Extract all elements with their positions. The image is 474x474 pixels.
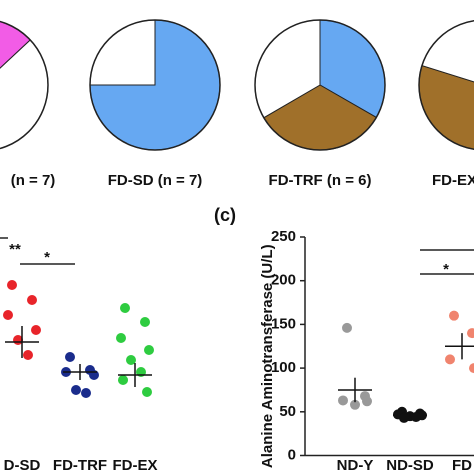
y-axis-label: Alanine Aminotransferase (U/L) <box>259 244 276 468</box>
data-point <box>338 395 348 406</box>
sig-star: * <box>443 261 449 278</box>
data-point <box>118 375 128 385</box>
data-point <box>342 322 352 333</box>
data-point <box>116 333 126 343</box>
pie-label: (n = 7) <box>11 172 56 189</box>
y-tick-label: 50 <box>279 403 296 420</box>
panel-label: (c) <box>214 205 236 225</box>
pie-outline <box>418 20 474 150</box>
data-point <box>362 396 372 407</box>
pie-slice <box>89 19 156 86</box>
data-point <box>71 385 81 395</box>
data-point <box>31 325 41 335</box>
x-tick-label: ND-SD <box>386 457 434 474</box>
pie-outline <box>254 19 386 151</box>
x-tick-label: FD-TRF <box>53 457 107 474</box>
y-tick-label: 200 <box>271 272 296 289</box>
data-point <box>23 350 33 360</box>
y-tick-label: 0 <box>288 446 296 463</box>
data-point <box>142 387 152 397</box>
pie-label: FD-EX <box>432 172 474 189</box>
x-tick-label: D-SD <box>4 457 41 474</box>
y-tick-label: 150 <box>271 315 296 332</box>
data-point <box>449 310 459 321</box>
data-point <box>126 355 136 365</box>
data-point <box>3 310 13 320</box>
y-tick-label: 250 <box>271 228 296 245</box>
pie-label: FD-SD (n = 7) <box>108 172 203 189</box>
pie-outline <box>89 19 221 151</box>
pie-label: FD-TRF (n = 6) <box>269 172 372 189</box>
x-tick-label: ND-Y <box>337 457 374 474</box>
x-tick-label: FD <box>452 457 472 474</box>
data-point <box>65 352 75 362</box>
data-point <box>445 354 455 365</box>
data-point <box>120 303 130 313</box>
data-point <box>7 280 17 290</box>
data-point <box>81 388 91 398</box>
data-point <box>27 295 37 305</box>
data-point <box>411 412 421 423</box>
y-tick-label: 100 <box>271 359 296 376</box>
data-point <box>350 399 360 410</box>
sig-star: * <box>44 249 50 266</box>
x-tick-label: FD-EX <box>113 457 158 474</box>
data-point <box>467 328 474 339</box>
data-point <box>144 345 154 355</box>
sig-star: ** <box>9 241 21 258</box>
pie-outline <box>0 20 49 150</box>
data-point <box>399 412 409 423</box>
data-point <box>140 317 150 327</box>
data-point <box>469 363 474 374</box>
